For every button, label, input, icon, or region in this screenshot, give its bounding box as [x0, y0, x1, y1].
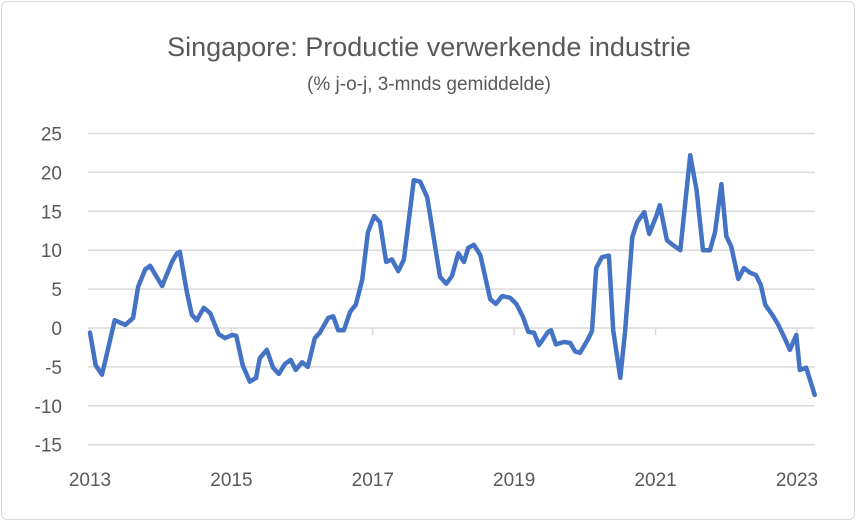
chart-subtitle: (% j-o-j, 3-mnds gemiddelde)	[307, 74, 551, 95]
y-tick-label: 15	[41, 202, 62, 223]
y-tick-label: 10	[41, 241, 62, 262]
x-tick-label: 2021	[634, 470, 676, 491]
series-line	[87, 153, 817, 398]
x-tick-label: 2019	[493, 470, 535, 491]
y-tick-label: 20	[41, 163, 62, 184]
chart-title: Singapore: Productie verwerkende industr…	[167, 32, 691, 62]
x-tick-label: 2023	[776, 470, 818, 491]
y-tick-label: 5	[51, 280, 62, 301]
y-tick-label: -10	[35, 397, 62, 418]
x-tick-label: 2013	[69, 470, 111, 491]
y-tick-label: 25	[41, 125, 62, 146]
y-tick-label: -5	[45, 358, 62, 379]
y-tick-label: 0	[51, 319, 62, 340]
y-tick-label: -15	[35, 436, 62, 457]
x-tick-label: 2015	[210, 470, 252, 491]
x-tick-label: 2017	[352, 470, 394, 491]
